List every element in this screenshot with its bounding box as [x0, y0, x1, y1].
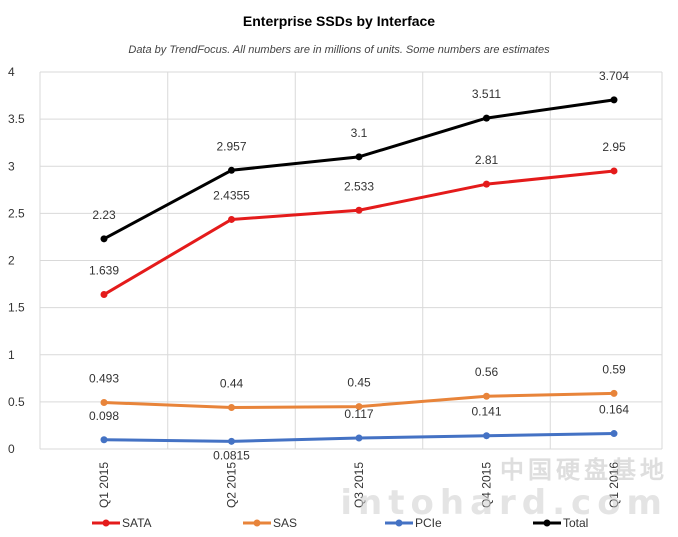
y-tick-label: 1.5	[8, 301, 25, 315]
data-label-sata: 1.639	[89, 264, 119, 278]
series-line-total	[103, 98, 615, 241]
data-label-pcie: 0.0815	[213, 448, 250, 462]
legend-marker-sas	[253, 519, 261, 527]
y-tick-label: 3	[8, 159, 15, 173]
data-label-sas: 0.44	[220, 377, 244, 391]
data-point-total	[355, 153, 363, 161]
legend-label-total: Total	[563, 516, 588, 530]
data-label-sas: 0.59	[602, 362, 626, 376]
data-point-sas	[610, 389, 618, 397]
data-label-total: 3.1	[351, 126, 368, 140]
data-point-total	[483, 114, 490, 122]
x-tick-label: Q1 2016	[607, 462, 621, 508]
data-point-sata	[483, 180, 490, 188]
y-tick-label: 4	[8, 65, 15, 79]
data-point-sas	[483, 392, 490, 400]
data-label-total: 3.511	[472, 87, 501, 101]
data-point-pcie	[355, 434, 363, 442]
data-label-pcie: 0.141	[471, 405, 501, 419]
data-point-total	[100, 235, 108, 243]
y-tick-label: 2.5	[8, 206, 25, 220]
legend-label-sata: SATA	[122, 516, 152, 530]
legend-marker-sata	[102, 519, 110, 527]
data-point-pcie	[100, 436, 108, 444]
chart-subtitle: Data by TrendFocus. All numbers are in m…	[128, 44, 550, 56]
data-point-sata	[355, 206, 363, 214]
y-tick-label: 0	[8, 442, 15, 456]
data-label-pcie: 0.098	[89, 409, 119, 423]
y-tick-labels: 0 0.5 1 1.5 2 2.5 3 3.5 4	[8, 65, 25, 456]
data-label-sata: 2.95	[602, 140, 626, 154]
y-tick-label: 0.5	[8, 395, 25, 409]
x-tick-label: Q1 2015	[97, 462, 111, 508]
legend-marker-total	[543, 519, 551, 527]
data-point-pcie	[228, 437, 235, 445]
legend: SATA SAS PCIe Total	[92, 516, 588, 530]
data-label-sata: 2.533	[344, 179, 374, 193]
data-point-sas	[228, 404, 235, 412]
data-point-pcie	[610, 430, 618, 438]
data-point-total	[610, 96, 618, 104]
data-label-total: 2.23	[92, 208, 116, 222]
data-label-total: 3.704	[599, 69, 629, 83]
data-point-pcie	[483, 432, 490, 440]
data-label-sas: 0.56	[475, 365, 499, 379]
grid	[39, 71, 663, 450]
series-group	[100, 96, 618, 445]
data-point-sata	[610, 167, 618, 175]
legend-label-pcie: PCIe	[415, 516, 442, 530]
x-tick-labels: Q1 2015 Q2 2015 Q3 2015 Q4 2015 Q1 2016	[97, 462, 621, 508]
data-point-sas	[355, 403, 363, 411]
data-label-sata: 2.4355	[213, 188, 250, 202]
legend-label-sas: SAS	[273, 516, 297, 530]
x-tick-label: Q2 2015	[225, 462, 239, 508]
data-point-sata	[228, 215, 235, 223]
data-label-total: 2.957	[216, 139, 246, 153]
x-tick-label: Q3 2015	[352, 462, 366, 508]
data-label-pcie: 0.117	[344, 407, 373, 421]
data-point-total	[228, 166, 235, 174]
data-label-sas: 0.45	[347, 376, 371, 390]
data-point-sas	[100, 399, 108, 407]
y-tick-label: 1	[8, 348, 15, 362]
data-label-pcie: 0.164	[599, 403, 629, 417]
chart-title: Enterprise SSDs by Interface	[242, 13, 436, 29]
y-tick-label: 3.5	[8, 112, 25, 126]
legend-marker-pcie	[395, 519, 403, 527]
y-tick-label: 2	[8, 254, 15, 268]
data-label-sata: 2.81	[475, 153, 499, 167]
data-label-sas: 0.493	[89, 372, 119, 386]
x-tick-label: Q4 2015	[480, 462, 494, 508]
data-labels: 1.639 2.4355 2.533 2.81 2.95 0.493 0.44 0.45 0.5…	[89, 69, 629, 462]
data-point-sata	[100, 291, 108, 299]
